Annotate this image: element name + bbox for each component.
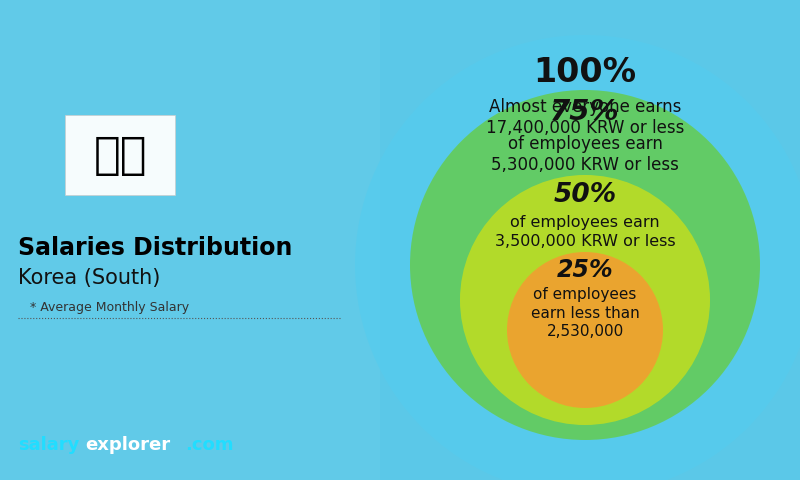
Text: of employees earn: of employees earn bbox=[507, 135, 662, 153]
Text: 2,530,000: 2,530,000 bbox=[546, 324, 624, 338]
Circle shape bbox=[460, 175, 710, 425]
Text: salary: salary bbox=[18, 436, 79, 454]
Text: Salaries Distribution: Salaries Distribution bbox=[18, 236, 292, 260]
Text: 3,500,000 KRW or less: 3,500,000 KRW or less bbox=[494, 235, 675, 250]
Text: 100%: 100% bbox=[534, 57, 637, 89]
Text: earn less than: earn less than bbox=[530, 305, 639, 321]
Bar bbox=[65, 115, 175, 195]
Text: 25%: 25% bbox=[557, 258, 614, 282]
Text: 50%: 50% bbox=[554, 182, 617, 208]
Text: 75%: 75% bbox=[550, 98, 620, 126]
Text: explorer: explorer bbox=[85, 436, 170, 454]
Circle shape bbox=[355, 35, 800, 480]
Text: .com: .com bbox=[185, 436, 234, 454]
Circle shape bbox=[410, 90, 760, 440]
Text: Almost everyone earns: Almost everyone earns bbox=[489, 98, 681, 116]
Text: 5,300,000 KRW or less: 5,300,000 KRW or less bbox=[491, 156, 679, 174]
Text: * Average Monthly Salary: * Average Monthly Salary bbox=[30, 301, 189, 314]
Text: 🇰🇷: 🇰🇷 bbox=[94, 133, 146, 177]
Text: of employees earn: of employees earn bbox=[510, 216, 660, 230]
Text: of employees: of employees bbox=[534, 288, 637, 302]
Text: 17,400,000 KRW or less: 17,400,000 KRW or less bbox=[486, 119, 684, 137]
Bar bbox=[0, 0, 380, 480]
Circle shape bbox=[507, 252, 663, 408]
Text: Korea (South): Korea (South) bbox=[18, 268, 160, 288]
